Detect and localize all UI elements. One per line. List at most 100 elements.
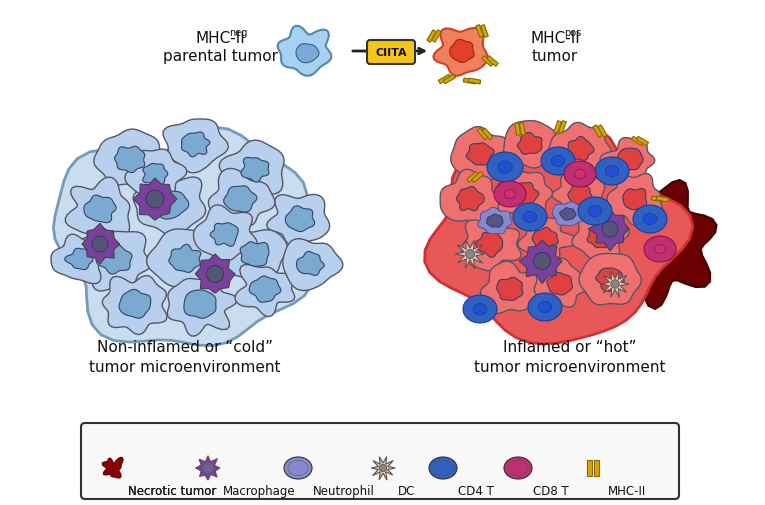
Ellipse shape: [433, 461, 453, 476]
Polygon shape: [461, 218, 521, 271]
Text: tumor: tumor: [532, 48, 578, 63]
Polygon shape: [467, 144, 494, 166]
Polygon shape: [220, 141, 284, 196]
Polygon shape: [278, 27, 331, 77]
Polygon shape: [54, 128, 313, 346]
Polygon shape: [631, 137, 644, 146]
Text: MHC-II: MHC-II: [608, 484, 646, 497]
Circle shape: [602, 222, 618, 237]
Ellipse shape: [578, 197, 612, 226]
Polygon shape: [283, 239, 343, 291]
FancyBboxPatch shape: [81, 423, 679, 499]
Polygon shape: [296, 44, 319, 64]
Polygon shape: [181, 133, 210, 158]
Circle shape: [466, 250, 474, 259]
Polygon shape: [588, 211, 629, 251]
Polygon shape: [600, 138, 655, 181]
Polygon shape: [103, 458, 123, 478]
Polygon shape: [518, 218, 577, 262]
Circle shape: [92, 236, 108, 252]
Polygon shape: [498, 172, 552, 217]
Ellipse shape: [564, 162, 596, 188]
Polygon shape: [65, 249, 93, 270]
Ellipse shape: [595, 158, 629, 186]
Text: Neutrophil: Neutrophil: [313, 484, 375, 497]
Text: Necrotic tumor: Necrotic tumor: [128, 484, 216, 497]
Polygon shape: [482, 129, 493, 140]
Ellipse shape: [504, 190, 516, 199]
Polygon shape: [147, 230, 225, 290]
Polygon shape: [554, 121, 562, 134]
Polygon shape: [532, 228, 558, 252]
Ellipse shape: [429, 457, 457, 479]
Polygon shape: [476, 26, 483, 38]
Polygon shape: [487, 57, 498, 67]
Polygon shape: [568, 184, 592, 204]
Ellipse shape: [575, 170, 585, 179]
Circle shape: [207, 266, 223, 283]
Polygon shape: [496, 278, 522, 301]
Polygon shape: [607, 174, 662, 226]
Polygon shape: [476, 233, 503, 258]
Ellipse shape: [654, 245, 666, 254]
Text: CD4 T: CD4 T: [458, 484, 494, 497]
Polygon shape: [82, 224, 119, 265]
Polygon shape: [440, 170, 503, 227]
Polygon shape: [636, 137, 649, 146]
Ellipse shape: [605, 166, 619, 177]
Polygon shape: [623, 189, 646, 211]
Polygon shape: [119, 290, 151, 319]
Text: tumor microenvironment: tumor microenvironment: [474, 359, 666, 374]
Polygon shape: [651, 196, 664, 203]
Polygon shape: [468, 79, 480, 85]
Polygon shape: [517, 133, 542, 155]
Polygon shape: [51, 235, 109, 284]
Polygon shape: [594, 461, 598, 476]
Polygon shape: [195, 456, 220, 480]
Text: Macrophage: Macrophage: [223, 484, 295, 497]
Polygon shape: [503, 121, 556, 169]
FancyBboxPatch shape: [367, 41, 415, 65]
Polygon shape: [94, 130, 164, 189]
Polygon shape: [568, 137, 594, 161]
Polygon shape: [487, 215, 503, 228]
Polygon shape: [235, 265, 295, 317]
Ellipse shape: [284, 457, 312, 479]
Polygon shape: [133, 179, 177, 221]
Text: pos: pos: [564, 28, 581, 38]
Polygon shape: [168, 275, 237, 336]
Ellipse shape: [463, 295, 497, 323]
Polygon shape: [519, 240, 562, 284]
Text: neg: neg: [229, 28, 247, 38]
Polygon shape: [297, 252, 324, 276]
Polygon shape: [656, 196, 669, 203]
Text: Non-inflamed or “cold”: Non-inflamed or “cold”: [97, 340, 273, 355]
Ellipse shape: [528, 293, 562, 321]
Polygon shape: [480, 26, 488, 38]
Text: tumor microenvironment: tumor microenvironment: [90, 359, 281, 374]
Polygon shape: [427, 31, 436, 43]
Polygon shape: [431, 31, 441, 43]
Polygon shape: [534, 259, 589, 308]
Polygon shape: [579, 254, 641, 305]
Text: CD8 T: CD8 T: [533, 484, 568, 497]
Polygon shape: [480, 262, 538, 314]
Polygon shape: [588, 461, 592, 476]
Text: Inflamed or “hot”: Inflamed or “hot”: [503, 340, 636, 355]
Polygon shape: [450, 40, 474, 63]
Ellipse shape: [552, 156, 565, 167]
Ellipse shape: [508, 461, 528, 476]
Text: DC: DC: [398, 484, 415, 497]
Circle shape: [379, 465, 386, 472]
Polygon shape: [240, 242, 269, 267]
Polygon shape: [285, 207, 314, 232]
Polygon shape: [154, 190, 189, 220]
Polygon shape: [84, 195, 116, 223]
Polygon shape: [195, 255, 235, 293]
Polygon shape: [601, 271, 629, 297]
Polygon shape: [482, 57, 493, 67]
Polygon shape: [477, 208, 512, 234]
Ellipse shape: [633, 206, 667, 233]
Ellipse shape: [588, 206, 602, 217]
Polygon shape: [512, 183, 539, 207]
